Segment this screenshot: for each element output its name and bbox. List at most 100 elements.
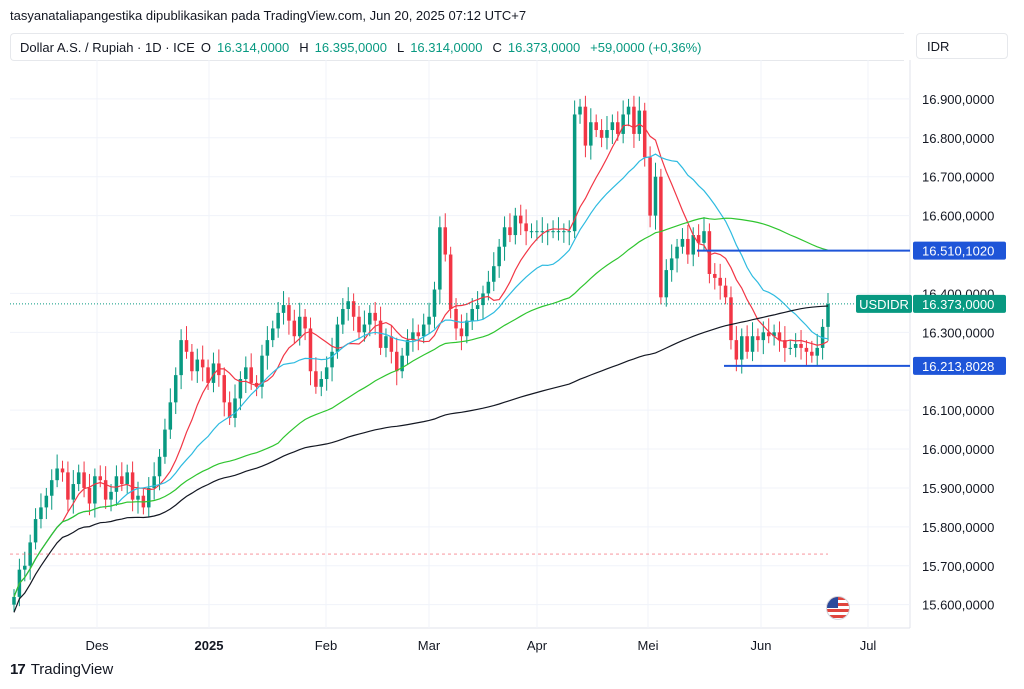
candle-body: [632, 106, 636, 134]
candle-body: [475, 305, 480, 309]
candle-body: [184, 340, 189, 352]
candle-body: [745, 336, 749, 352]
candle-body: [303, 316, 307, 329]
candle-body: [508, 227, 512, 236]
candle-body: [513, 215, 518, 236]
candle-body: [103, 480, 108, 500]
candle-body: [686, 238, 690, 255]
candle-body: [260, 355, 264, 387]
candle-body: [427, 316, 431, 325]
currency-selector[interactable]: IDR: [916, 33, 1008, 59]
x-tick-label: Feb: [315, 638, 337, 653]
candle-body: [147, 487, 151, 508]
last-price-symbol: USDIDR: [859, 297, 909, 312]
candle-body: [109, 491, 113, 500]
candle-body: [82, 472, 86, 488]
candle-body: [799, 344, 803, 348]
candle-body: [114, 476, 119, 492]
candle-body: [244, 367, 248, 380]
x-tick-label: 2025: [195, 638, 224, 653]
candle-body: [783, 340, 787, 348]
candle-body: [454, 308, 458, 329]
candle-body: [739, 336, 744, 360]
y-tick-label: 16.300,0000: [922, 325, 994, 340]
tradingview-wordmark: TradingView: [30, 661, 114, 678]
candle-body: [492, 266, 496, 282]
price-chart[interactable]: 16.900,0000 16.800,0000 16.700,0000 16.600,…: [0, 60, 1024, 660]
candle-body: [98, 476, 103, 481]
candle-body: [675, 246, 679, 259]
us-flag-icon[interactable]: [826, 596, 850, 620]
candle-body: [330, 351, 334, 368]
symbol-legend[interactable]: Dollar A.S. / Rupiah · 1D · ICE O 16.314,…: [10, 33, 904, 61]
candle-body: [227, 402, 232, 418]
candle-body: [265, 340, 270, 356]
candle-body: [416, 332, 421, 337]
candle-body: [314, 371, 318, 387]
candle-body: [734, 340, 739, 360]
candle-body: [804, 347, 809, 352]
candle-body: [44, 495, 49, 508]
candle-body: [384, 336, 388, 348]
candle-body: [551, 231, 555, 233]
candle-body: [459, 328, 464, 337]
candle-body: [120, 476, 124, 485]
level-label-box: [913, 356, 1006, 375]
candle-body: [168, 402, 173, 430]
candle-body: [179, 340, 183, 376]
candle-body: [87, 487, 92, 504]
candle-body: [157, 456, 162, 477]
candle-body: [599, 130, 604, 138]
candle-body: [23, 565, 27, 570]
candle-body: [206, 367, 210, 383]
x-tick-label: Mar: [418, 638, 441, 653]
candle-body: [335, 324, 340, 352]
candle-body: [729, 297, 733, 341]
candle-body: [502, 227, 507, 247]
candle-body: [152, 476, 156, 488]
candle-body: [39, 507, 43, 520]
last-price-symbol-box: [856, 294, 912, 313]
candle-body: [308, 328, 313, 372]
candle-body: [238, 379, 243, 399]
candle-body: [616, 122, 620, 134]
candle-body: [545, 231, 550, 233]
tradingview-brand[interactable]: 17 TradingView: [10, 661, 113, 678]
candle-body: [281, 305, 286, 313]
tradingview-logo-icon: 17: [10, 661, 26, 678]
candle-body: [93, 476, 97, 504]
y-tick-label: 15.700,0000: [922, 559, 994, 574]
candle-body: [76, 472, 81, 485]
y-tick-label: 15.800,0000: [922, 520, 994, 535]
y-tick-label: 16.700,0000: [922, 170, 994, 185]
high-value: 16.395,0000: [314, 39, 387, 55]
low-label: L: [396, 39, 405, 55]
candle-body: [173, 375, 178, 403]
candle-body: [718, 277, 722, 286]
candle-body: [297, 316, 302, 337]
candle-body: [524, 223, 528, 232]
low-value: 16.314,0000: [410, 39, 483, 55]
candle-body: [362, 324, 367, 333]
x-tick-label: Jul: [860, 638, 877, 653]
candle-body: [292, 320, 297, 337]
candle-body: [373, 312, 377, 321]
candle-body: [761, 332, 766, 341]
candle-body: [438, 227, 442, 290]
candle-body: [368, 312, 372, 325]
candle-body: [271, 328, 275, 341]
candle-body: [594, 122, 598, 131]
chart-caption: tasyanataliapangestika dipublikasikan pa…: [10, 8, 527, 23]
candle-body: [319, 379, 324, 387]
close-value: 16.373,0000: [507, 39, 581, 55]
candle-body: [610, 122, 615, 131]
candle-body: [648, 157, 652, 216]
candle-body: [497, 246, 501, 267]
y-tick-label: 15.600,0000: [922, 598, 994, 613]
candle-body: [12, 596, 16, 605]
candle-body: [540, 231, 545, 233]
candle-body: [249, 367, 253, 383]
candle-body: [163, 429, 167, 457]
x-tick-label: Mei: [638, 638, 659, 653]
y-tick-label: 16.000,0000: [922, 442, 994, 457]
